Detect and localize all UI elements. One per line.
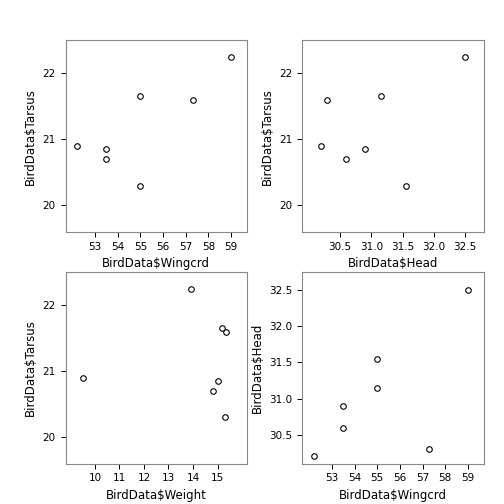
Y-axis label: BirdData$Tarsus: BirdData$Tarsus [261, 88, 274, 184]
X-axis label: BirdData$Head: BirdData$Head [348, 257, 438, 270]
Y-axis label: BirdData$Head: BirdData$Head [251, 323, 264, 413]
X-axis label: BirdData$Wingcrd: BirdData$Wingcrd [102, 257, 210, 270]
X-axis label: BirdData$Wingcrd: BirdData$Wingcrd [339, 489, 447, 502]
Y-axis label: BirdData$Tarsus: BirdData$Tarsus [24, 88, 37, 184]
Y-axis label: BirdData$Tarsus: BirdData$Tarsus [24, 320, 37, 416]
X-axis label: BirdData$Weight: BirdData$Weight [106, 489, 207, 502]
